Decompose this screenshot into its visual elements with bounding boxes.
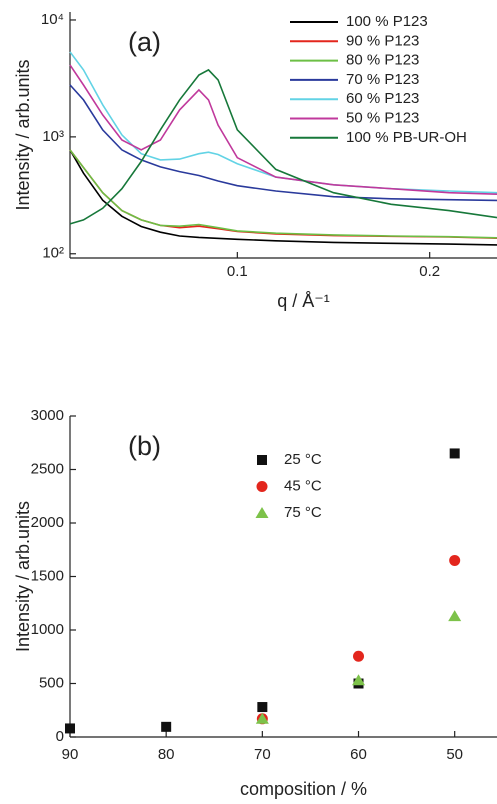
legend-marker [256,481,268,492]
y-axis-label: Intensity / arb.units [13,501,33,652]
legend-label: 90 % P123 [346,32,419,49]
y-tick-label: 500 [39,674,64,691]
point [257,702,268,713]
y-axis-label: Intensity / arb.units [13,59,33,210]
legend-label: 70 % P123 [346,71,419,88]
data-line [69,84,497,202]
y-tick-label: 0 [56,728,64,745]
legend-label: 45 °C [284,477,322,494]
annotation: (a) [128,27,161,57]
point [353,650,365,662]
point [352,674,366,686]
legend-marker [255,507,269,518]
x-tick-label: 0.2 [419,263,440,280]
legend-label: 75 °C [284,504,322,521]
point [255,712,269,724]
y-tick-label: 1500 [31,567,64,584]
x-tick-label: 70 [254,746,271,763]
x-axis-label: q / Å⁻¹ [277,291,330,311]
x-tick-label: 60 [350,746,367,763]
legend-label: 50 % P123 [346,109,419,126]
x-tick-label: 90 [62,746,79,763]
legend-label: 100 % P123 [346,13,428,30]
data-line [69,149,497,239]
annotation: (b) [128,431,161,461]
y-tick-label: 2500 [31,460,64,477]
x-tick-label: 80 [158,746,175,763]
y-tick-label: 10² [42,245,64,262]
point [161,721,172,732]
y-tick-label: 10⁴ [41,11,64,28]
legend-label: 25 °C [284,451,322,468]
data-line [69,64,497,195]
legend-label: 80 % P123 [346,52,419,69]
y-tick-label: 3000 [31,407,64,424]
legend-label: 60 % P123 [346,90,419,107]
point [449,448,460,459]
x-axis-label: composition / % [240,779,367,799]
data-line [69,68,497,225]
point [65,723,75,734]
legend-marker [257,455,267,465]
point [449,554,461,566]
x-tick-label: 50 [446,746,463,763]
data-line [69,149,497,246]
legend-label: 100 % PB-UR-OH [346,129,467,146]
y-tick-label: 10³ [42,128,64,145]
x-tick-label: 0.1 [227,263,248,280]
y-tick-label: 2000 [31,514,64,531]
data-line [69,149,497,239]
y-tick-label: 1000 [31,621,64,638]
point [448,610,462,622]
